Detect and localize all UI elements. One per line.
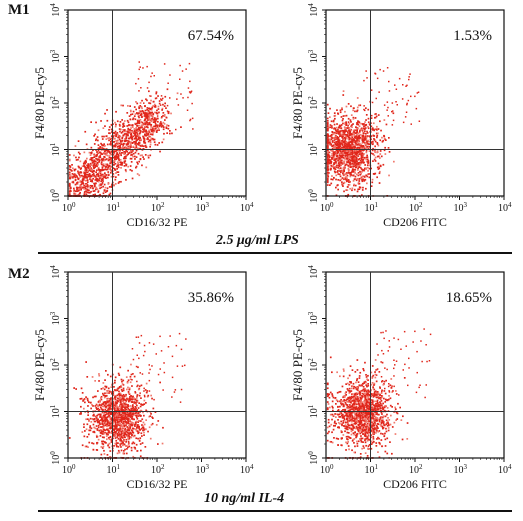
plot-m2-cd206: 100 101 102 103 104 100 101 102 103 104 CD206 FITC… <box>290 265 512 491</box>
y-axis-label: F4/80 PE-cy5 <box>290 329 305 401</box>
y-tick-label: 103 <box>307 49 320 63</box>
scatter-points <box>68 61 194 197</box>
y-tick-label: 102 <box>49 96 62 110</box>
y-tick-label: 104 <box>307 265 320 279</box>
scatter-points <box>68 332 187 459</box>
scatter-points <box>326 67 421 197</box>
x-axis-label: CD206 FITC <box>383 215 447 229</box>
x-tick-label: 102 <box>409 201 423 214</box>
x-tick-label: 100 <box>62 463 76 476</box>
quadrant-percentage: 67.54% <box>188 28 234 44</box>
y-axis-label: F4/80 PE-cy5 <box>32 329 47 401</box>
x-tick-label: 104 <box>240 201 254 214</box>
y-tick-label: 104 <box>49 3 62 17</box>
x-tick-label: 100 <box>62 201 76 214</box>
plot-m1-cd206: 100 101 102 103 104 100 101 102 103 104 CD206 FITC… <box>290 3 512 229</box>
y-tick-label: 102 <box>307 358 320 372</box>
x-tick-label: 100 <box>320 463 334 476</box>
x-tick-label: 103 <box>196 201 210 214</box>
x-tick-label: 100 <box>320 201 334 214</box>
x-tick-label: 103 <box>196 463 210 476</box>
scatter-points <box>326 328 432 459</box>
divider-row2 <box>38 510 512 512</box>
x-tick-label: 104 <box>498 463 512 476</box>
x-tick-label: 101 <box>365 463 379 476</box>
y-axis-label: F4/80 PE-cy5 <box>290 67 305 139</box>
y-tick-label: 100 <box>49 451 62 465</box>
x-axis-label: CD16/32 PE <box>126 215 187 229</box>
x-tick-label: 103 <box>454 463 468 476</box>
y-tick-label: 103 <box>49 49 62 63</box>
quadrant-percentage: 1.53% <box>453 28 492 44</box>
y-tick-label: 101 <box>307 142 320 156</box>
row-label-m1: M1 <box>8 2 30 18</box>
y-tick-label: 104 <box>49 265 62 279</box>
x-tick-label: 102 <box>151 201 165 214</box>
x-tick-label: 104 <box>240 463 254 476</box>
y-tick-label: 103 <box>307 311 320 325</box>
y-tick-label: 102 <box>49 358 62 372</box>
y-tick-label: 100 <box>307 189 320 203</box>
y-tick-label: 101 <box>49 404 62 418</box>
divider-row1 <box>38 252 512 254</box>
quadrant-percentage: 18.65% <box>446 290 492 306</box>
x-axis-label: CD16/32 PE <box>126 477 187 491</box>
caption-row2: 10 ng/ml IL-4 <box>204 491 285 506</box>
caption-row1: 2.5 μg/ml LPS <box>216 233 299 248</box>
quadrant-percentage: 35.86% <box>188 290 234 306</box>
y-tick-label: 101 <box>49 142 62 156</box>
x-tick-label: 101 <box>107 201 121 214</box>
row-label-m2: M2 <box>8 266 30 282</box>
y-tick-label: 104 <box>307 3 320 17</box>
x-tick-label: 102 <box>151 463 165 476</box>
y-tick-label: 100 <box>307 451 320 465</box>
y-tick-label: 103 <box>49 311 62 325</box>
plot-m2-cd1632: 100 101 102 103 104 100 101 102 103 104 CD16/32 PE… <box>32 265 254 491</box>
x-tick-label: 101 <box>107 463 121 476</box>
y-tick-label: 102 <box>307 96 320 110</box>
y-axis-label: F4/80 PE-cy5 <box>32 67 47 139</box>
plot-m1-cd1632: 100 101 102 103 104 100 101 102 103 104 CD16/32 PE… <box>32 3 254 229</box>
x-tick-label: 103 <box>454 201 468 214</box>
x-axis-label: CD206 FITC <box>383 477 447 491</box>
x-tick-label: 104 <box>498 201 512 214</box>
x-tick-label: 101 <box>365 201 379 214</box>
y-tick-label: 101 <box>307 404 320 418</box>
y-tick-label: 100 <box>49 189 62 203</box>
x-tick-label: 102 <box>409 463 423 476</box>
